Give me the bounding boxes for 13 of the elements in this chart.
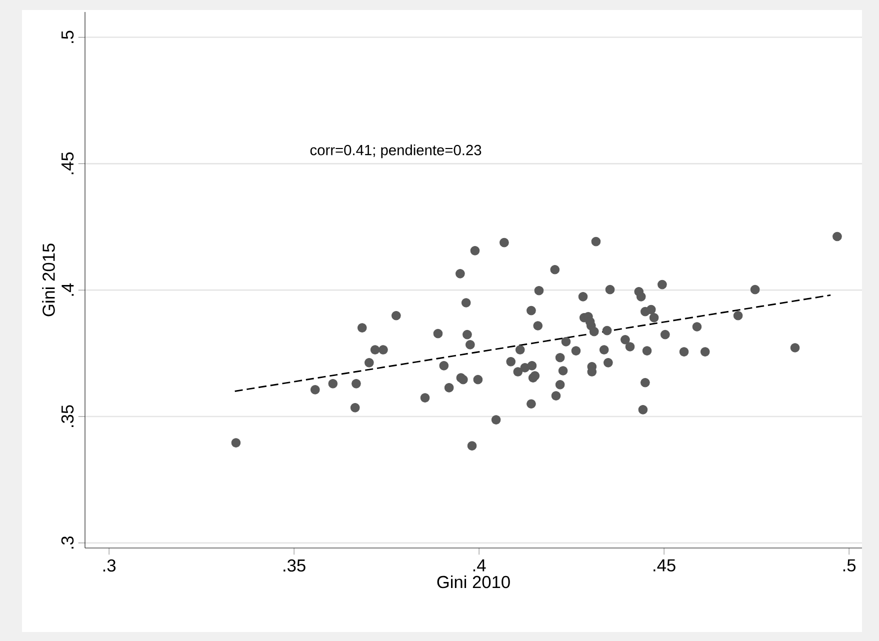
annotation: corr=0.41; pendiente=0.23 xyxy=(310,144,482,158)
y-tick-label: .4 xyxy=(62,283,74,296)
y-tick-label: .5 xyxy=(62,30,74,43)
x-tick-label: .45 xyxy=(654,559,676,572)
x-tick-label: .5 xyxy=(843,559,856,572)
y-tick-label: .35 xyxy=(61,405,74,427)
x-tick-label: .4 xyxy=(473,559,486,572)
y-axis-title: Gini 2015 xyxy=(42,244,55,316)
y-tick-label: .45 xyxy=(62,152,74,174)
x-axis-title: Gini 2010 xyxy=(437,575,510,588)
x-tick-label: .3 xyxy=(103,559,116,572)
x-tick-label: .35 xyxy=(284,559,306,572)
y-tick-label: .3 xyxy=(61,536,74,549)
